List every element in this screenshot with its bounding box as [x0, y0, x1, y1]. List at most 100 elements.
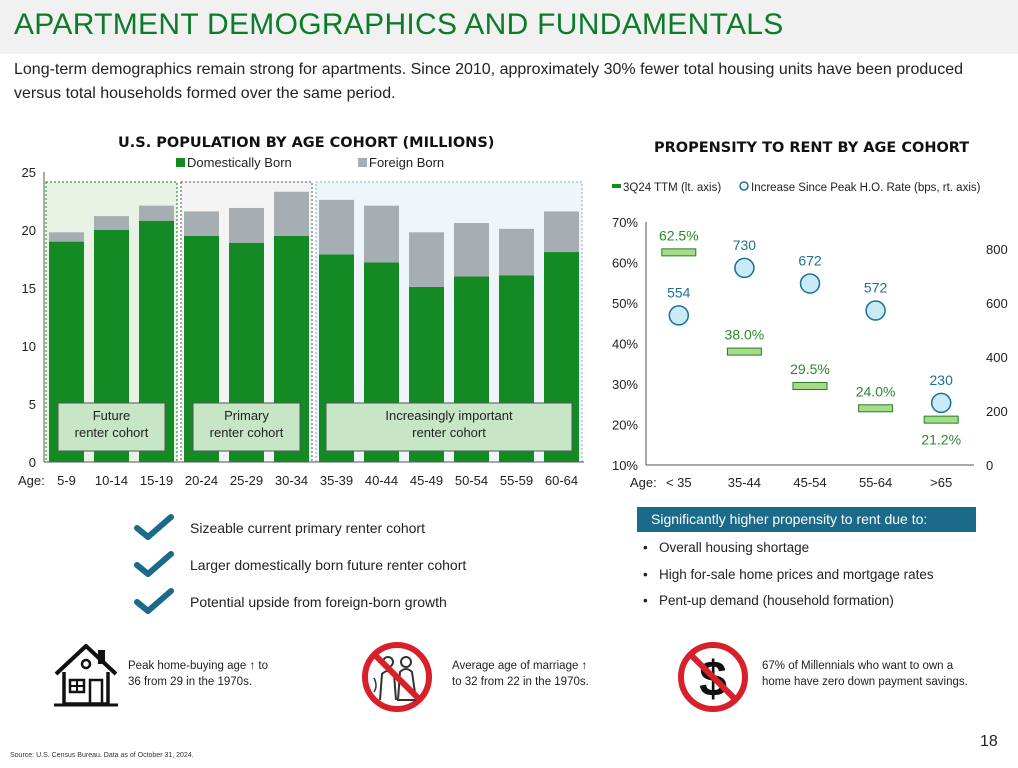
bar-foreign — [94, 216, 129, 230]
y-tick-label: 15 — [22, 281, 36, 296]
propensity-marker — [661, 248, 697, 257]
cohort-label: Future renter cohort — [75, 408, 149, 440]
propensity-chart-title: PROPENSITY TO RENT BY AGE COHORT — [654, 140, 970, 156]
page-subtitle: Long-term demographics remain strong for… — [14, 61, 963, 102]
fact-home-buying-age: Peak home-buying age ↑ to 36 from 29 in … — [128, 658, 268, 690]
left-tick-label: 60% — [612, 256, 638, 271]
propensity-label: 24.0% — [856, 383, 896, 399]
bullet-item: High for-sale home prices and mortgage r… — [643, 565, 934, 592]
increase-label: 572 — [864, 280, 888, 296]
left-tick-label: 10% — [612, 458, 638, 473]
fact-line: Average age of marriage ↑ — [452, 660, 588, 672]
x-tick-label: 5-9 — [57, 473, 76, 488]
legend-label-propensity: 3Q24 TTM (lt. axis) — [623, 182, 721, 194]
bar-foreign — [319, 199, 354, 255]
callout-banner: Significantly higher propensity to rent … — [637, 507, 976, 532]
header-band — [0, 0, 1018, 54]
propensity-marker — [726, 347, 762, 356]
left-tick-label: 20% — [612, 418, 638, 433]
x-tick-label: 20-24 — [185, 473, 218, 488]
legend-swatch-foreign — [358, 158, 367, 167]
x-tick-label: >65 — [930, 475, 952, 490]
fact-line: home have zero down payment savings. — [762, 676, 968, 688]
checklist-item: Potential upside from foreign-born growt… — [134, 586, 554, 623]
house-icon — [54, 644, 118, 707]
right-tick-label: 0 — [986, 458, 993, 473]
bar-foreign — [49, 232, 84, 242]
propensity-marker — [792, 382, 828, 391]
left-tick-label: 50% — [612, 296, 638, 311]
bullet-item: Overall housing shortage — [643, 538, 934, 565]
x-tick-label: 45-54 — [793, 475, 826, 490]
legend-label-foreign: Foreign Born — [369, 155, 444, 170]
checklist-item-text: Larger domestically born future renter c… — [190, 557, 467, 573]
no-dollar-icon: $ — [678, 642, 748, 712]
fact-line: to 32 from 22 in the 1970s. — [452, 676, 589, 688]
cohort-label-line: Primary — [224, 408, 269, 423]
legend-swatch-increase — [739, 181, 749, 191]
x-tick-label: 55-64 — [859, 475, 892, 490]
checklist-item-text: Sizeable current primary renter cohort — [190, 520, 425, 536]
x-tick-label: 35-39 — [320, 473, 353, 488]
cohort-label-box — [192, 402, 301, 452]
x-tick-label: 30-34 — [275, 473, 308, 488]
x-axis-prefix: Age: — [630, 475, 657, 490]
propensity-label: 29.5% — [790, 361, 830, 377]
increase-label: 672 — [798, 253, 822, 269]
bar-foreign — [229, 207, 264, 243]
increase-label: 230 — [930, 372, 954, 388]
legend-label-domestic: Domestically Born — [187, 155, 292, 170]
population-chart: 0 5 10 15 20 25 5-9 10-14 15-19 20-24 25-29 30-34 35… — [18, 155, 584, 488]
bar-foreign — [544, 211, 579, 253]
source-note: Source: U.S. Census Bureau. Data as of O… — [10, 752, 194, 759]
cohort-label-box — [57, 402, 166, 452]
increase-marker — [930, 392, 952, 414]
checkmark-icon — [134, 588, 174, 614]
propensity-marker — [858, 404, 894, 413]
callout-bullets: Overall housing shortage High for-sale h… — [643, 538, 934, 618]
cohort-label-line: renter cohort — [412, 425, 486, 440]
legend-swatch-domestic — [176, 158, 185, 167]
x-tick-label: 40-44 — [365, 473, 398, 488]
cohort-label: Increasingly important renter cohort — [385, 408, 513, 440]
legend-label-increase: Increase Since Peak H.O. Rate (bps, rt. … — [751, 182, 981, 194]
fact-line: 36 from 29 in the 1970s. — [128, 676, 253, 688]
y-tick-label: 10 — [22, 339, 36, 354]
x-tick-label: 25-29 — [230, 473, 263, 488]
increase-marker — [668, 305, 690, 326]
legend-swatch-propensity — [612, 184, 621, 188]
x-tick-label: < 35 — [666, 475, 692, 490]
increase-marker — [865, 300, 886, 321]
cohort-label-line: renter cohort — [75, 425, 149, 440]
cohort-label-line: Increasingly important — [385, 408, 513, 423]
x-tick-label: 15-19 — [140, 473, 173, 488]
left-tick-label: 70% — [612, 215, 638, 230]
population-chart-title: U.S. POPULATION BY AGE COHORT (MILLIONS) — [118, 135, 495, 151]
x-axis-prefix: Age: — [18, 473, 45, 488]
propensity-label: 62.5% — [659, 227, 699, 243]
bar-foreign — [454, 223, 489, 277]
increase-label: 730 — [733, 237, 757, 253]
increase-marker — [799, 273, 821, 294]
checklist: Sizeable current primary renter cohort L… — [134, 512, 554, 623]
propensity-chart: 10% 20% 30% 40% 50% 60% 70% 0 200 400 600 800 62.5% 5… — [612, 181, 1008, 490]
left-tick-label: 40% — [612, 337, 638, 352]
cohort-label-line: renter cohort — [210, 425, 284, 440]
y-tick-label: 0 — [29, 455, 36, 470]
x-tick-label: 55-59 — [500, 473, 533, 488]
fact-line: 67% of Millennials who want to own a — [762, 660, 954, 672]
fact-line: Peak home-buying age ↑ to — [128, 660, 269, 672]
bar-foreign — [139, 205, 174, 221]
y-tick-label: 5 — [29, 397, 36, 412]
left-tick-label: 30% — [612, 377, 638, 392]
bar-foreign — [184, 211, 219, 236]
bar-foreign — [274, 191, 309, 236]
right-tick-label: 200 — [986, 404, 1008, 419]
propensity-label: 38.0% — [725, 327, 765, 343]
fact-down-payment: 67% of Millennials who want to own a hom… — [762, 658, 968, 690]
bullet-item: Pent-up demand (household formation) — [643, 591, 934, 618]
y-tick-label: 25 — [22, 165, 36, 180]
page-title: APARTMENT DEMOGRAPHICS AND FUNDAMENTALS — [14, 8, 784, 41]
bar-foreign — [364, 205, 399, 263]
fact-marriage-age: Average age of marriage ↑ to 32 from 22 … — [452, 658, 589, 690]
